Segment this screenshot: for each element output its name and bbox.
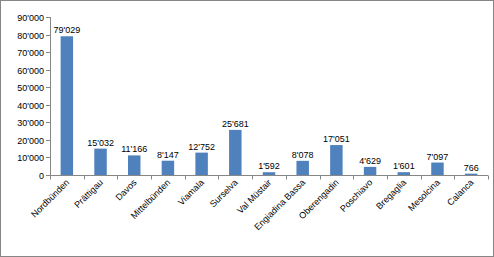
bar [364, 167, 376, 175]
data-label: 1'592 [258, 161, 280, 171]
data-label: 15'032 [87, 138, 114, 148]
data-label: 12'752 [188, 142, 215, 152]
chart: 0 10'000 20'000 30'000 40'000 50'000 60'000 70'… [0, 0, 494, 257]
x-tick-label: Mesolcina [406, 177, 442, 213]
x-tick [320, 176, 321, 180]
bars [61, 36, 478, 175]
x-tick [185, 176, 186, 180]
bar [263, 172, 275, 175]
x-tick [84, 176, 85, 180]
x-tick [117, 176, 118, 180]
bar [61, 36, 73, 175]
x-tick-label: Nordbünden [29, 177, 71, 219]
y-tick [46, 105, 50, 106]
bar [465, 174, 477, 175]
y-tick-label: 70'000 [17, 48, 44, 58]
data-label: 11'166 [121, 144, 147, 154]
y-tick-label: 80'000 [17, 31, 44, 41]
data-label: 25'681 [222, 119, 249, 129]
data-label: 4'629 [359, 156, 381, 166]
y-tick-label: 10'000 [17, 153, 44, 163]
y-tick [46, 70, 50, 71]
x-tick [387, 176, 388, 180]
data-label: 17'051 [323, 134, 350, 144]
data-label: 79'029 [53, 25, 80, 35]
x-tick-label: Oberengadin [297, 177, 341, 221]
x-tick-label: Bregaglia [374, 177, 408, 211]
bar [128, 155, 140, 175]
y-tick [46, 122, 50, 123]
chart-border [1, 1, 494, 257]
x-tick [353, 176, 354, 180]
y-tick [46, 175, 50, 176]
x-tick-label: Viamala [176, 177, 206, 207]
y-tick [46, 157, 50, 158]
bar [296, 161, 308, 175]
y-tick-label: 40'000 [17, 101, 44, 111]
bar [398, 172, 410, 175]
x-tick [421, 176, 422, 180]
bar [431, 163, 443, 175]
y-tick [46, 35, 50, 36]
y-axis [50, 17, 51, 175]
x-tick [454, 176, 455, 180]
data-label: 8'078 [292, 150, 314, 160]
x-tick-label: Davos [114, 177, 139, 202]
x-tick-label: Mittelbünden [129, 177, 173, 221]
x-tick-label: Prättigau [72, 177, 105, 210]
x-tick [488, 176, 489, 180]
page: {"chart_data": {"type": "bar", "categori… [0, 0, 494, 257]
y-tick-label: 60'000 [17, 66, 44, 76]
x-tick-label: Engiadina Bassa [252, 177, 307, 232]
x-tick [50, 176, 51, 180]
bar [195, 153, 207, 175]
y-tick [46, 140, 50, 141]
data-label: 8'147 [157, 150, 179, 160]
x-tick [151, 176, 152, 180]
y-tick-label: 90'000 [17, 13, 44, 23]
x-tick-label: Surselva [208, 177, 240, 209]
x-axis [50, 175, 488, 176]
x-tick [218, 176, 219, 180]
x-tick [252, 176, 253, 180]
y-tick [46, 52, 50, 53]
y-tick-label: 0 [39, 171, 44, 181]
bar [330, 145, 342, 175]
y-tick [46, 87, 50, 88]
y-tick-label: 20'000 [17, 136, 44, 146]
bar [229, 130, 241, 175]
x-tick [286, 176, 287, 180]
data-label: 766 [464, 163, 479, 173]
bar [162, 161, 174, 175]
x-tick-label: Poschiavo [338, 177, 374, 213]
y-tick-label: 30'000 [17, 118, 44, 128]
y-tick-label: 50'000 [17, 83, 44, 93]
data-label: 1'601 [393, 161, 415, 171]
bar [94, 149, 106, 175]
x-tick-label: Calanca [445, 177, 475, 207]
data-label: 7'097 [427, 152, 449, 162]
y-tick [46, 17, 50, 18]
